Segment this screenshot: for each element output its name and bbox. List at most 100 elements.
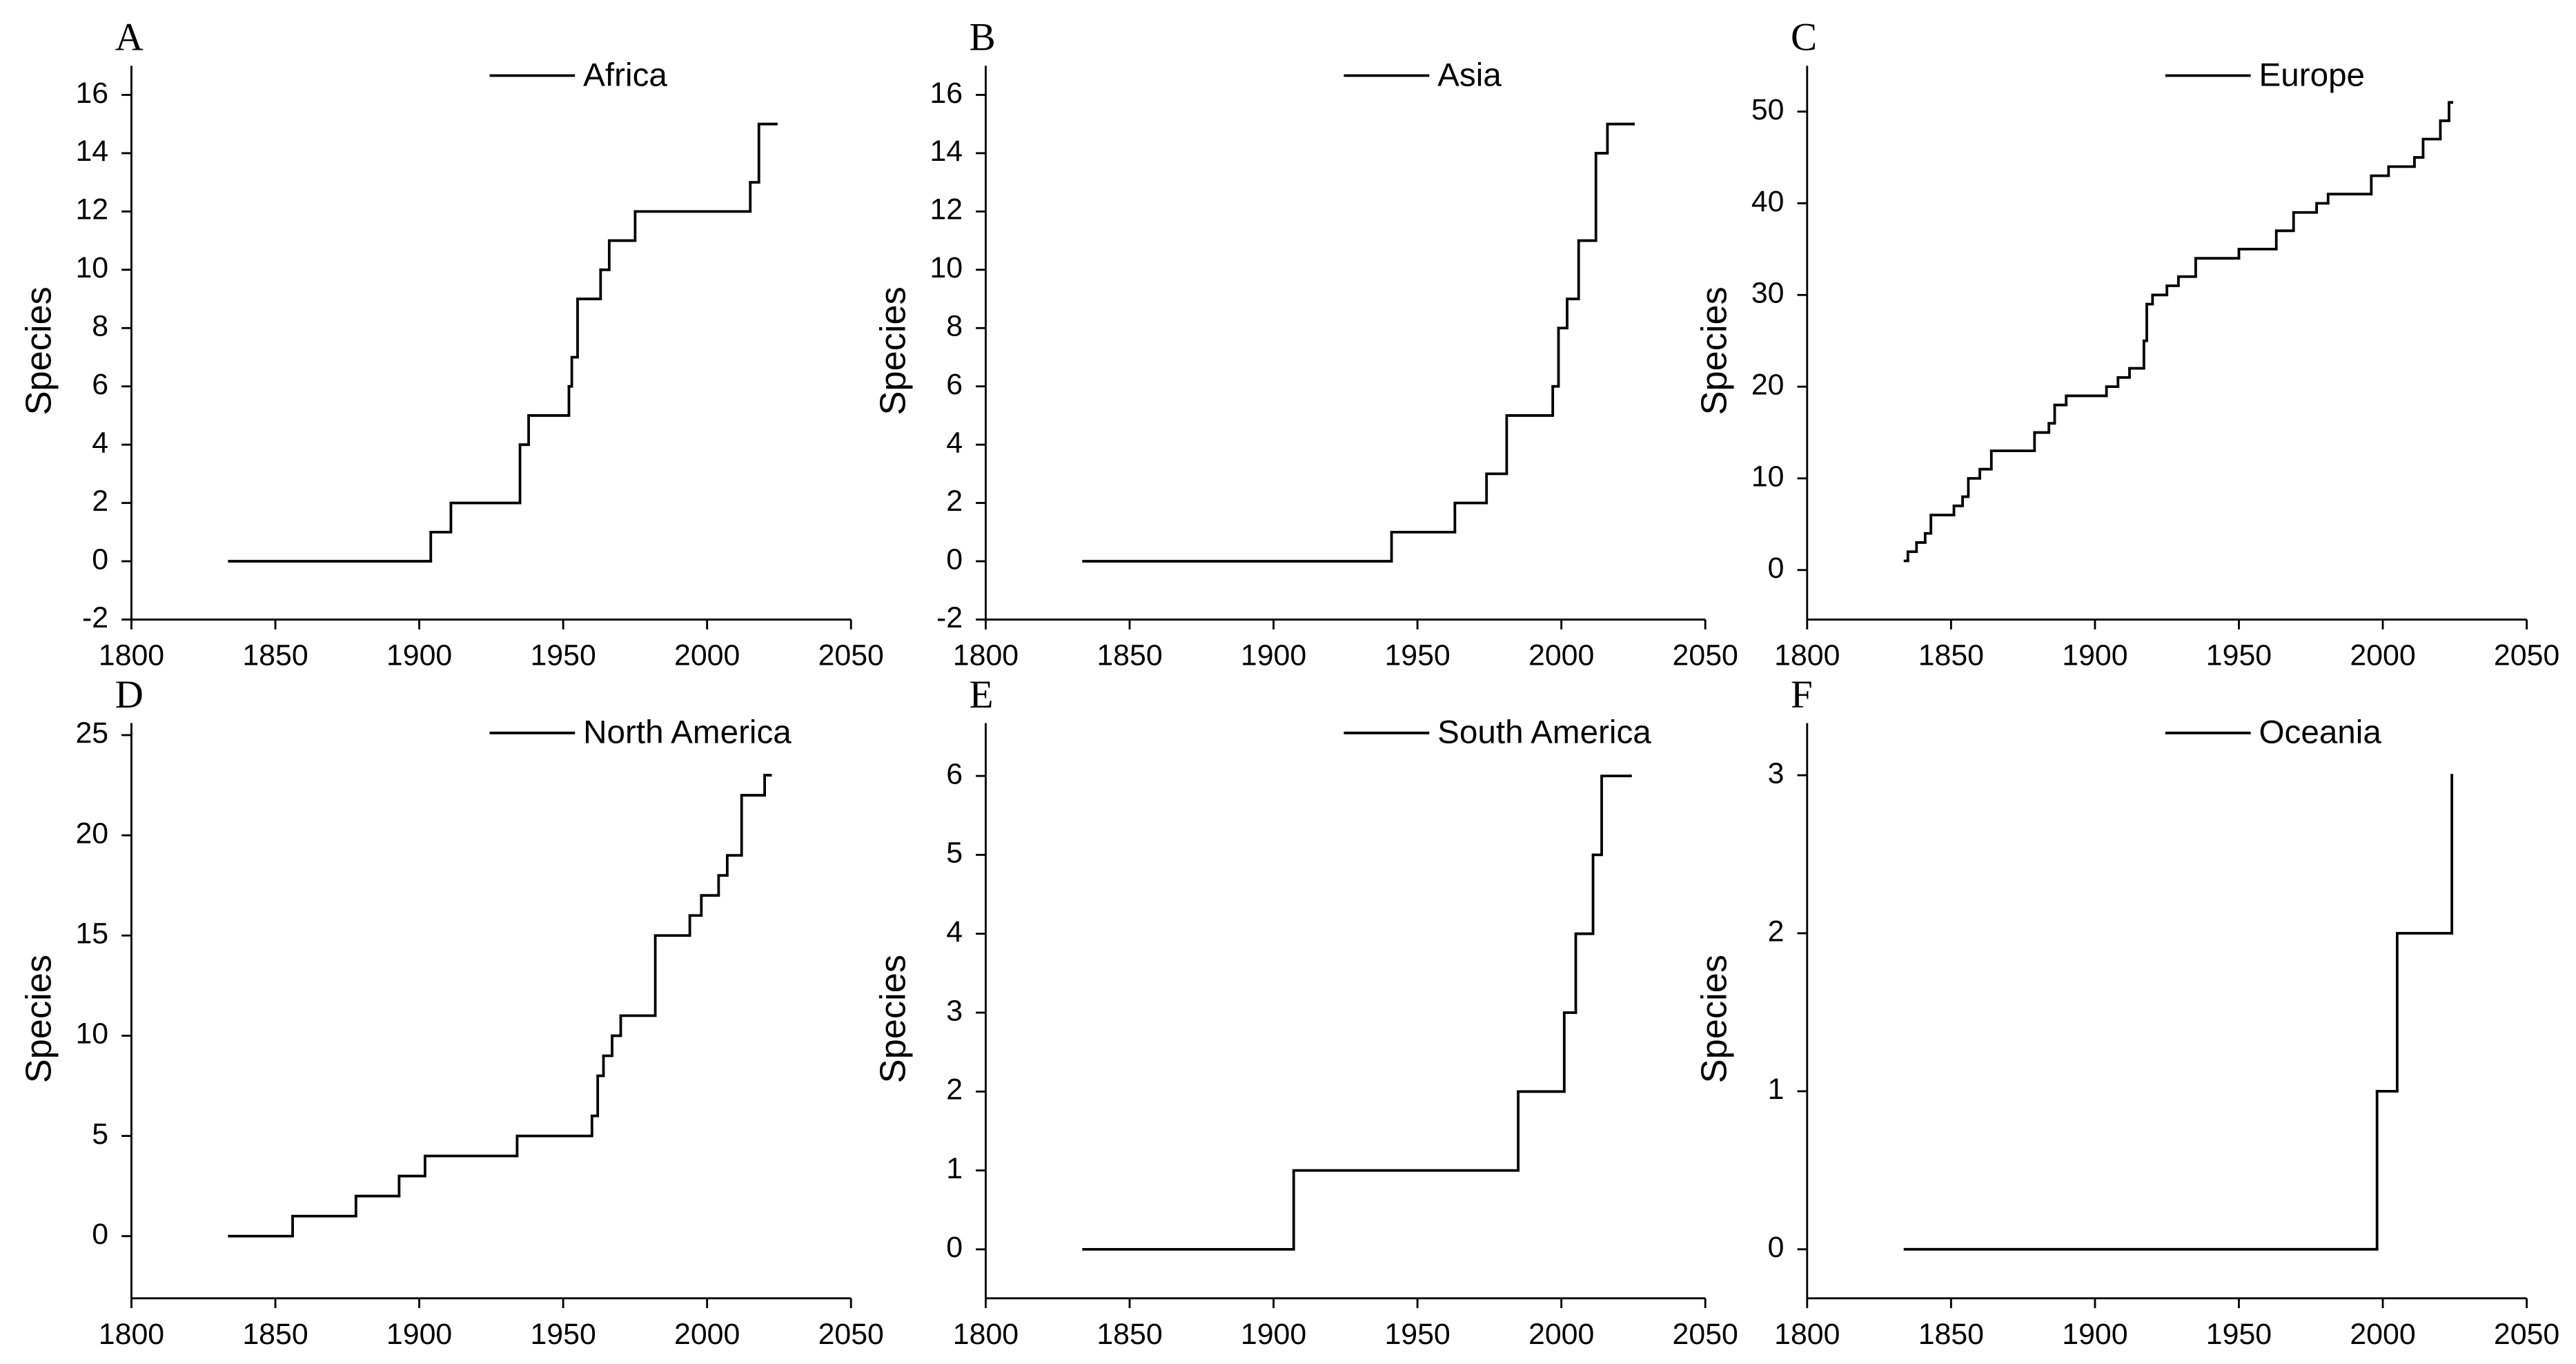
panel-label: F: [1791, 673, 1813, 717]
y-tick-label: 10: [75, 1017, 108, 1051]
subplot: 1800 1850 1900 1950 2000 2050 -2 0 2 4 6 8 10 12 14 16 S…: [873, 16, 1738, 672]
x-tick-label: 1850: [1097, 1318, 1162, 1351]
x-tick-label: 1900: [1241, 1318, 1306, 1351]
y-tick-label: 14: [75, 135, 108, 168]
y-axis-label: Species: [19, 286, 59, 415]
subplot: 1800 1850 1900 1950 2000 2050 0 5 10 15 20 25 Specie…: [19, 673, 884, 1351]
y-tick-label: 2: [946, 485, 963, 518]
x-tick-label: 1900: [386, 639, 452, 672]
x-tick-label: 1800: [99, 639, 164, 672]
panel-label: D: [115, 673, 144, 717]
y-tick-label: 0: [92, 543, 108, 576]
x-tick-label: 2050: [1673, 639, 1738, 672]
panel-label: B: [970, 16, 996, 59]
y-tick-label: 10: [75, 251, 108, 284]
x-tick-label: 2000: [674, 639, 740, 672]
subplot: 1800 1850 1900 1950 2000 2050 -2 0 2 4 6 8 10 12 14 16 S…: [19, 16, 884, 672]
x-tick-label: 1850: [1097, 639, 1162, 672]
y-tick-label: 8: [92, 310, 108, 343]
y-tick-label: 30: [1751, 277, 1784, 310]
x-tick-label: 1950: [530, 639, 596, 672]
x-tick-label: 2000: [2350, 639, 2415, 672]
y-tick-label: 12: [930, 193, 963, 226]
legend-label: South America: [1437, 714, 1651, 751]
y-tick-label: -2: [82, 601, 108, 634]
y-tick-label: 0: [946, 1231, 963, 1264]
y-tick-label: 25: [75, 717, 108, 750]
subplot: 1800 1850 1900 1950 2000 2050 0 1 2 3 Species F Ocea…: [1695, 673, 2560, 1351]
y-tick-label: 5: [92, 1118, 108, 1151]
x-tick-label: 1850: [1918, 1318, 1984, 1351]
x-tick-label: 1950: [2206, 1318, 2272, 1351]
y-tick-label: 10: [930, 251, 963, 284]
y-tick-label: 0: [946, 543, 963, 576]
y-tick-label: 15: [75, 917, 108, 951]
x-tick-label: 1950: [2206, 639, 2272, 672]
x-tick-label: 2000: [1528, 639, 1594, 672]
y-tick-label: 12: [75, 193, 108, 226]
y-tick-label: 5: [946, 837, 963, 870]
legend-label: Africa: [583, 57, 667, 93]
y-tick-label: -2: [936, 601, 963, 634]
y-tick-label: 40: [1751, 185, 1784, 218]
legend-label: North America: [583, 714, 792, 751]
y-tick-label: 2: [92, 485, 108, 518]
y-tick-label: 14: [930, 135, 963, 168]
y-tick-label: 4: [92, 426, 108, 459]
x-tick-label: 1850: [242, 1318, 308, 1351]
x-tick-label: 1900: [1241, 639, 1306, 672]
panel-label: A: [115, 16, 144, 59]
legend-label: Asia: [1437, 57, 1502, 93]
x-tick-label: 1900: [2062, 1318, 2127, 1351]
legend-label: Europe: [2259, 57, 2366, 93]
y-tick-label: 6: [946, 368, 963, 401]
subplot: 1800 1850 1900 1950 2000 2050 0 1 2 3 4 5 6 Species E S…: [873, 673, 1738, 1351]
x-tick-label: 1850: [242, 639, 308, 672]
y-tick-label: 20: [75, 817, 108, 850]
y-tick-label: 1: [946, 1152, 963, 1185]
x-tick-label: 1950: [530, 1318, 596, 1351]
x-tick-label: 1800: [1774, 639, 1840, 672]
x-tick-label: 2050: [818, 1318, 884, 1351]
panel-label: C: [1791, 16, 1817, 59]
y-tick-label: 50: [1751, 93, 1784, 126]
x-tick-label: 1950: [1384, 639, 1450, 672]
y-axis-label: Species: [1695, 286, 1735, 415]
y-tick-label: 0: [1768, 1231, 1784, 1264]
y-tick-label: 6: [92, 368, 108, 401]
x-tick-label: 2050: [2494, 1318, 2559, 1351]
y-tick-label: 1: [1768, 1073, 1784, 1106]
x-tick-label: 1950: [1384, 1318, 1450, 1351]
x-tick-label: 2000: [674, 1318, 740, 1351]
x-tick-label: 1800: [953, 1318, 1019, 1351]
x-tick-label: 1900: [2062, 639, 2127, 672]
y-tick-label: 20: [1751, 368, 1784, 401]
panel-label: E: [970, 673, 994, 717]
y-tick-label: 0: [92, 1218, 108, 1251]
legend-label: Oceania: [2259, 714, 2382, 751]
y-tick-label: 16: [930, 77, 963, 110]
x-tick-label: 1900: [386, 1318, 452, 1351]
x-tick-label: 2050: [1673, 1318, 1738, 1351]
y-tick-label: 3: [946, 994, 963, 1027]
y-tick-label: 8: [946, 310, 963, 343]
x-tick-label: 2050: [2494, 639, 2559, 672]
y-axis-label: Species: [873, 286, 913, 415]
subplot: 1800 1850 1900 1950 2000 2050 0 10 20 30 40 50 Speci…: [1695, 16, 2560, 672]
y-tick-label: 2: [1768, 915, 1784, 948]
x-tick-label: 1850: [1918, 639, 1984, 672]
y-axis-label: Species: [19, 955, 59, 1083]
x-tick-label: 1800: [99, 1318, 164, 1351]
y-tick-label: 10: [1751, 460, 1784, 493]
x-tick-label: 2000: [2350, 1318, 2415, 1351]
y-tick-label: 3: [1768, 757, 1784, 790]
y-axis-label: Species: [873, 955, 913, 1083]
y-tick-label: 2: [946, 1073, 963, 1107]
x-tick-label: 2050: [818, 639, 884, 672]
y-tick-label: 0: [1768, 552, 1784, 585]
y-tick-label: 6: [946, 757, 963, 790]
x-tick-label: 1800: [1774, 1318, 1840, 1351]
y-tick-label: 16: [75, 77, 108, 110]
